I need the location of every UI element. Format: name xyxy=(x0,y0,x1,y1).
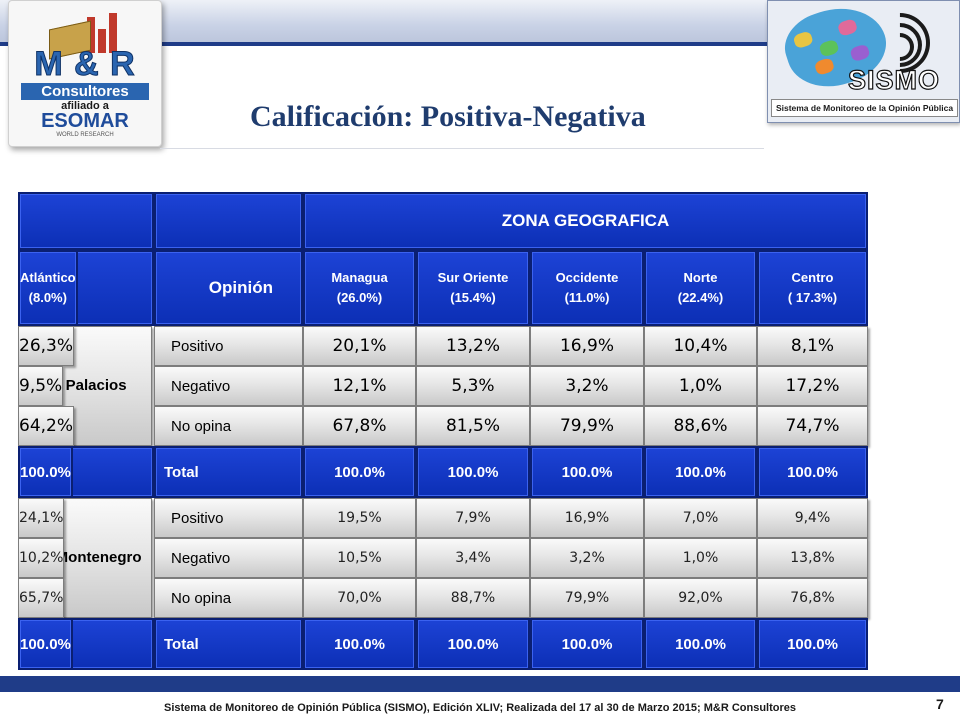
value-cell: 8,1% xyxy=(757,326,868,366)
zone-column-header: Sur Oriente (15.4%) xyxy=(416,250,530,326)
total-cell: 100.0% xyxy=(18,446,73,498)
total-cell: 100.0% xyxy=(416,446,530,498)
value-cell: 88,7% xyxy=(416,578,530,618)
zone-column-header: Norte (22.4%) xyxy=(644,250,757,326)
value-cell: 3,2% xyxy=(530,538,644,578)
zone-column-header: Managua (26.0%) xyxy=(303,250,416,326)
value-cell: 17,2% xyxy=(757,366,868,406)
value-cell: 16,9% xyxy=(530,326,644,366)
total-cell: 100.0% xyxy=(644,618,757,670)
value-cell: 74,7% xyxy=(757,406,868,446)
value-cell: 92,0% xyxy=(644,578,757,618)
total-cell: 100.0% xyxy=(303,618,416,670)
value-cell: 13,2% xyxy=(416,326,530,366)
value-cell: 7,9% xyxy=(416,498,530,538)
total-cell: 100.0% xyxy=(757,446,868,498)
zone-name: Occidente xyxy=(555,270,619,285)
zone-name: Atlántico xyxy=(20,270,76,285)
page-title: Calificación: Positiva-Negativa xyxy=(250,100,646,133)
value-cell: 26,3% xyxy=(18,326,75,366)
footer-text: Sistema de Monitoreo de Opinión Pública … xyxy=(163,702,797,714)
zone-share: (8.0%) xyxy=(28,290,67,305)
zone-column-header: Centro ( 17.3%) xyxy=(757,250,868,326)
total-cell: 100.0% xyxy=(18,618,73,670)
header-corner-cell xyxy=(18,192,154,250)
sismo-logo: SISMO Sistema de Monitoreo de la Opinión… xyxy=(767,0,960,123)
zone-share: (26.0%) xyxy=(336,290,383,305)
value-cell: 10,4% xyxy=(644,326,757,366)
total-cell: 100.0% xyxy=(303,446,416,498)
mr-logo-text: M & R xyxy=(34,45,136,84)
zone-share: (15.4%) xyxy=(450,290,496,305)
sismo-logo-text: SISMO xyxy=(847,64,941,95)
row-label: No opina xyxy=(154,578,303,618)
value-cell: 65,7% xyxy=(18,578,65,618)
signal-waves-icon xyxy=(857,0,946,86)
value-cell: 9,5% xyxy=(18,366,64,406)
row-label: Positivo xyxy=(154,326,303,366)
total-label: Total xyxy=(154,446,303,498)
zone-header: ZONA GEOGRAFICA xyxy=(303,192,868,250)
world-research-text: WORLD RESEARCH xyxy=(56,132,114,138)
value-cell: 1,0% xyxy=(644,538,757,578)
value-cell: 79,9% xyxy=(530,406,644,446)
row-label: Negativo xyxy=(154,366,303,406)
value-cell: 81,5% xyxy=(416,406,530,446)
consultores-text: Consultores xyxy=(21,83,149,100)
affiliation-text: afiliado a xyxy=(61,100,109,112)
total-cell: 100.0% xyxy=(644,446,757,498)
value-cell: 24,1% xyxy=(18,498,65,538)
value-cell: 13,8% xyxy=(757,538,868,578)
value-cell: 19,5% xyxy=(303,498,416,538)
value-cell: 5,3% xyxy=(416,366,530,406)
total-cell: 100.0% xyxy=(530,446,644,498)
total-cell: 100.0% xyxy=(416,618,530,670)
zone-column-header: Occidente (11.0%) xyxy=(530,250,644,326)
value-cell: 76,8% xyxy=(757,578,868,618)
bottom-banner xyxy=(0,676,960,692)
value-cell: 9,4% xyxy=(757,498,868,538)
zone-name: Sur Oriente xyxy=(437,270,509,285)
zone-name: Centro xyxy=(791,270,834,285)
value-cell: 7,0% xyxy=(644,498,757,538)
zone-share: (22.4%) xyxy=(677,290,724,305)
value-cell: 79,9% xyxy=(530,578,644,618)
esomar-text: ESOMAR xyxy=(41,110,129,132)
value-cell: 70,0% xyxy=(303,578,416,618)
total-cell: 100.0% xyxy=(757,618,868,670)
value-cell: 3,2% xyxy=(530,366,644,406)
value-cell: 67,8% xyxy=(303,406,416,446)
zone-name: Norte xyxy=(683,270,718,285)
opinion-header: Opinión xyxy=(154,250,303,326)
row-label: No opina xyxy=(154,406,303,446)
value-cell: 88,6% xyxy=(644,406,757,446)
sismo-tagline: Sistema de Monitoreo de la Opinión Públi… xyxy=(771,99,958,117)
mr-consultores-logo: M & R Consultores afiliado a ESOMAR WORL… xyxy=(8,0,162,147)
value-cell: 12,1% xyxy=(303,366,416,406)
total-cell: 100.0% xyxy=(530,618,644,670)
opinion-table: ZONA GEOGRAFICA Opinión Managua (26.0%) Sur … xyxy=(18,192,912,670)
zone-share: ( 17.3%) xyxy=(787,290,838,305)
header-blank-cell xyxy=(154,192,303,250)
zone-name: Managua xyxy=(331,270,388,285)
zone-column-header: Atlántico (8.0%) xyxy=(18,250,78,326)
value-cell: 64,2% xyxy=(18,406,75,446)
row-label: Positivo xyxy=(154,498,303,538)
title-divider xyxy=(160,148,764,149)
value-cell: 10,2% xyxy=(18,538,65,578)
value-cell: 20,1% xyxy=(303,326,416,366)
value-cell: 16,9% xyxy=(530,498,644,538)
total-label: Total xyxy=(154,618,303,670)
row-label: Negativo xyxy=(154,538,303,578)
page-number: 7 xyxy=(936,696,944,712)
zone-share: (11.0%) xyxy=(564,290,610,305)
value-cell: 3,4% xyxy=(416,538,530,578)
value-cell: 1,0% xyxy=(644,366,757,406)
value-cell: 10,5% xyxy=(303,538,416,578)
